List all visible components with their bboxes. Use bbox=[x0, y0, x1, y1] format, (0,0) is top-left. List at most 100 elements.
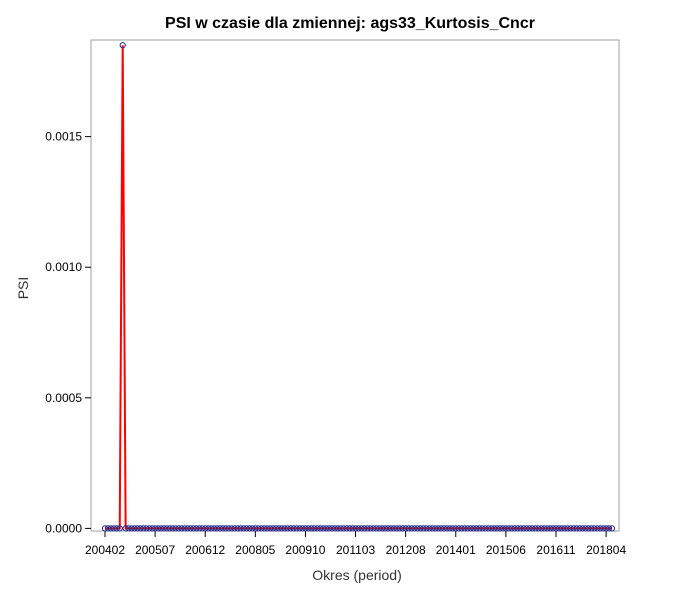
psi-point-200901 bbox=[275, 525, 283, 532]
psi-point-200405 bbox=[110, 525, 117, 532]
psi-point-201501 bbox=[488, 525, 495, 532]
psi-point-201210 bbox=[408, 525, 415, 532]
psi-point-201708 bbox=[579, 525, 586, 532]
psi-point-201107 bbox=[364, 525, 371, 532]
psi-point-201705 bbox=[570, 525, 577, 532]
psi-point-200711 bbox=[234, 525, 241, 532]
y-tick-label: 0.0000 bbox=[45, 521, 82, 535]
psi-point-200805 bbox=[252, 525, 259, 532]
psi-point-200504 bbox=[143, 525, 150, 532]
y-axis: 0.0000 0.0005 0.0010 0.0015 bbox=[45, 130, 91, 535]
psi-point-201712 bbox=[591, 525, 598, 532]
psi-point-200509 bbox=[157, 525, 165, 532]
psi-point-200403 bbox=[104, 525, 112, 532]
psi-point-201405 bbox=[464, 525, 471, 532]
psi-point-201606 bbox=[538, 525, 545, 532]
psi-point-201506 bbox=[502, 525, 509, 532]
psi-point-200712 bbox=[237, 525, 244, 532]
psi-point-200908 bbox=[296, 525, 303, 532]
psi-point-200906 bbox=[290, 525, 297, 532]
psi-point-201101 bbox=[346, 525, 353, 532]
psi-point-201112 bbox=[378, 525, 386, 532]
psi-point-200510 bbox=[160, 525, 168, 532]
psi-point-201503 bbox=[493, 525, 501, 532]
psi-point-201603 bbox=[529, 525, 536, 532]
psi-point-201004 bbox=[320, 525, 327, 532]
psi-point-200404 bbox=[107, 525, 115, 532]
psi-point-201202 bbox=[384, 525, 392, 532]
psi-point-200702 bbox=[208, 525, 215, 532]
psi-point-201402 bbox=[455, 525, 462, 532]
psi-point-200704 bbox=[213, 525, 221, 532]
psi-point-201207 bbox=[399, 525, 406, 532]
psi-series-line bbox=[105, 45, 612, 530]
psi-point-201303 bbox=[423, 525, 430, 532]
x-tick-label: 201208 bbox=[386, 543, 426, 557]
psi-point-200508 bbox=[154, 525, 162, 532]
psi-point-200705 bbox=[216, 525, 224, 532]
psi-point-201411 bbox=[482, 525, 489, 532]
psi-point-201403 bbox=[458, 525, 465, 532]
psi-point-200608 bbox=[190, 525, 197, 532]
psi-point-201505 bbox=[499, 525, 507, 532]
psi-point-201306 bbox=[432, 525, 439, 532]
psi-point-201604 bbox=[532, 525, 539, 532]
psi-point-200505 bbox=[146, 525, 153, 532]
psi-point-200601 bbox=[169, 525, 176, 532]
psi-point-201601 bbox=[523, 525, 530, 532]
psi-point-201201 bbox=[381, 525, 389, 532]
psi-point-201509 bbox=[511, 525, 518, 532]
psi-point-201701 bbox=[558, 525, 565, 532]
psi-point-201406 bbox=[467, 525, 474, 532]
psi-point-201703 bbox=[564, 525, 571, 532]
x-tick-label: 201611 bbox=[536, 543, 575, 557]
psi-point-200604 bbox=[178, 525, 185, 532]
psi-point-200607 bbox=[187, 525, 194, 532]
psi-point-201102 bbox=[349, 525, 356, 532]
psi-point-200807 bbox=[258, 525, 265, 532]
psi-point-200902 bbox=[278, 525, 285, 532]
psi-point-201312 bbox=[449, 525, 456, 532]
psi-point-201803 bbox=[600, 525, 607, 532]
psi-point-200701 bbox=[205, 525, 212, 532]
psi-point-200806 bbox=[255, 525, 262, 532]
psi-point-201512 bbox=[520, 525, 527, 532]
psi-point-200408 bbox=[119, 42, 126, 49]
psi-point-201607 bbox=[541, 525, 548, 532]
psi-point-201309 bbox=[440, 525, 448, 532]
psi-point-201311 bbox=[446, 525, 453, 532]
psi-point-201707 bbox=[576, 525, 583, 532]
psi-point-201106 bbox=[361, 525, 368, 532]
psi-point-201009 bbox=[334, 525, 341, 532]
psi-point-201510 bbox=[514, 525, 521, 532]
psi-point-200809 bbox=[264, 525, 271, 532]
psi-point-200706 bbox=[219, 525, 227, 532]
psi-point-201008 bbox=[331, 525, 339, 532]
psi-point-201508 bbox=[508, 525, 515, 532]
psi-point-200605 bbox=[181, 525, 188, 532]
psi-point-200609 bbox=[193, 525, 200, 532]
psi-point-201211 bbox=[411, 525, 418, 532]
psi-point-200803 bbox=[246, 525, 253, 532]
x-tick-label: 201804 bbox=[586, 543, 626, 557]
y-axis-label: PSI bbox=[15, 277, 31, 300]
psi-point-200406 bbox=[113, 525, 120, 532]
chart-title: PSI w czasie dla zmiennej: ags33_Kurtosi… bbox=[165, 15, 535, 32]
x-tick-label: 200805 bbox=[235, 543, 275, 557]
psi-point-201401 bbox=[452, 525, 459, 532]
psi-point-200703 bbox=[210, 525, 218, 532]
psi-point-201104 bbox=[355, 525, 362, 532]
psi-point-201612 bbox=[555, 525, 563, 532]
psi-point-201802 bbox=[597, 525, 604, 532]
x-tick-label: 201506 bbox=[486, 543, 526, 557]
psi-point-200708 bbox=[225, 525, 232, 532]
psi-point-201007 bbox=[328, 525, 336, 532]
psi-point-200810 bbox=[266, 525, 274, 532]
psi-point-200812 bbox=[272, 525, 280, 532]
y-tick-label: 0.0010 bbox=[45, 260, 82, 274]
psi-point-200905 bbox=[287, 525, 294, 532]
psi-point-200603 bbox=[175, 525, 182, 532]
psi-point-201304 bbox=[426, 525, 433, 532]
psi-point-200903 bbox=[281, 525, 288, 532]
psi-point-200410 bbox=[125, 525, 132, 532]
